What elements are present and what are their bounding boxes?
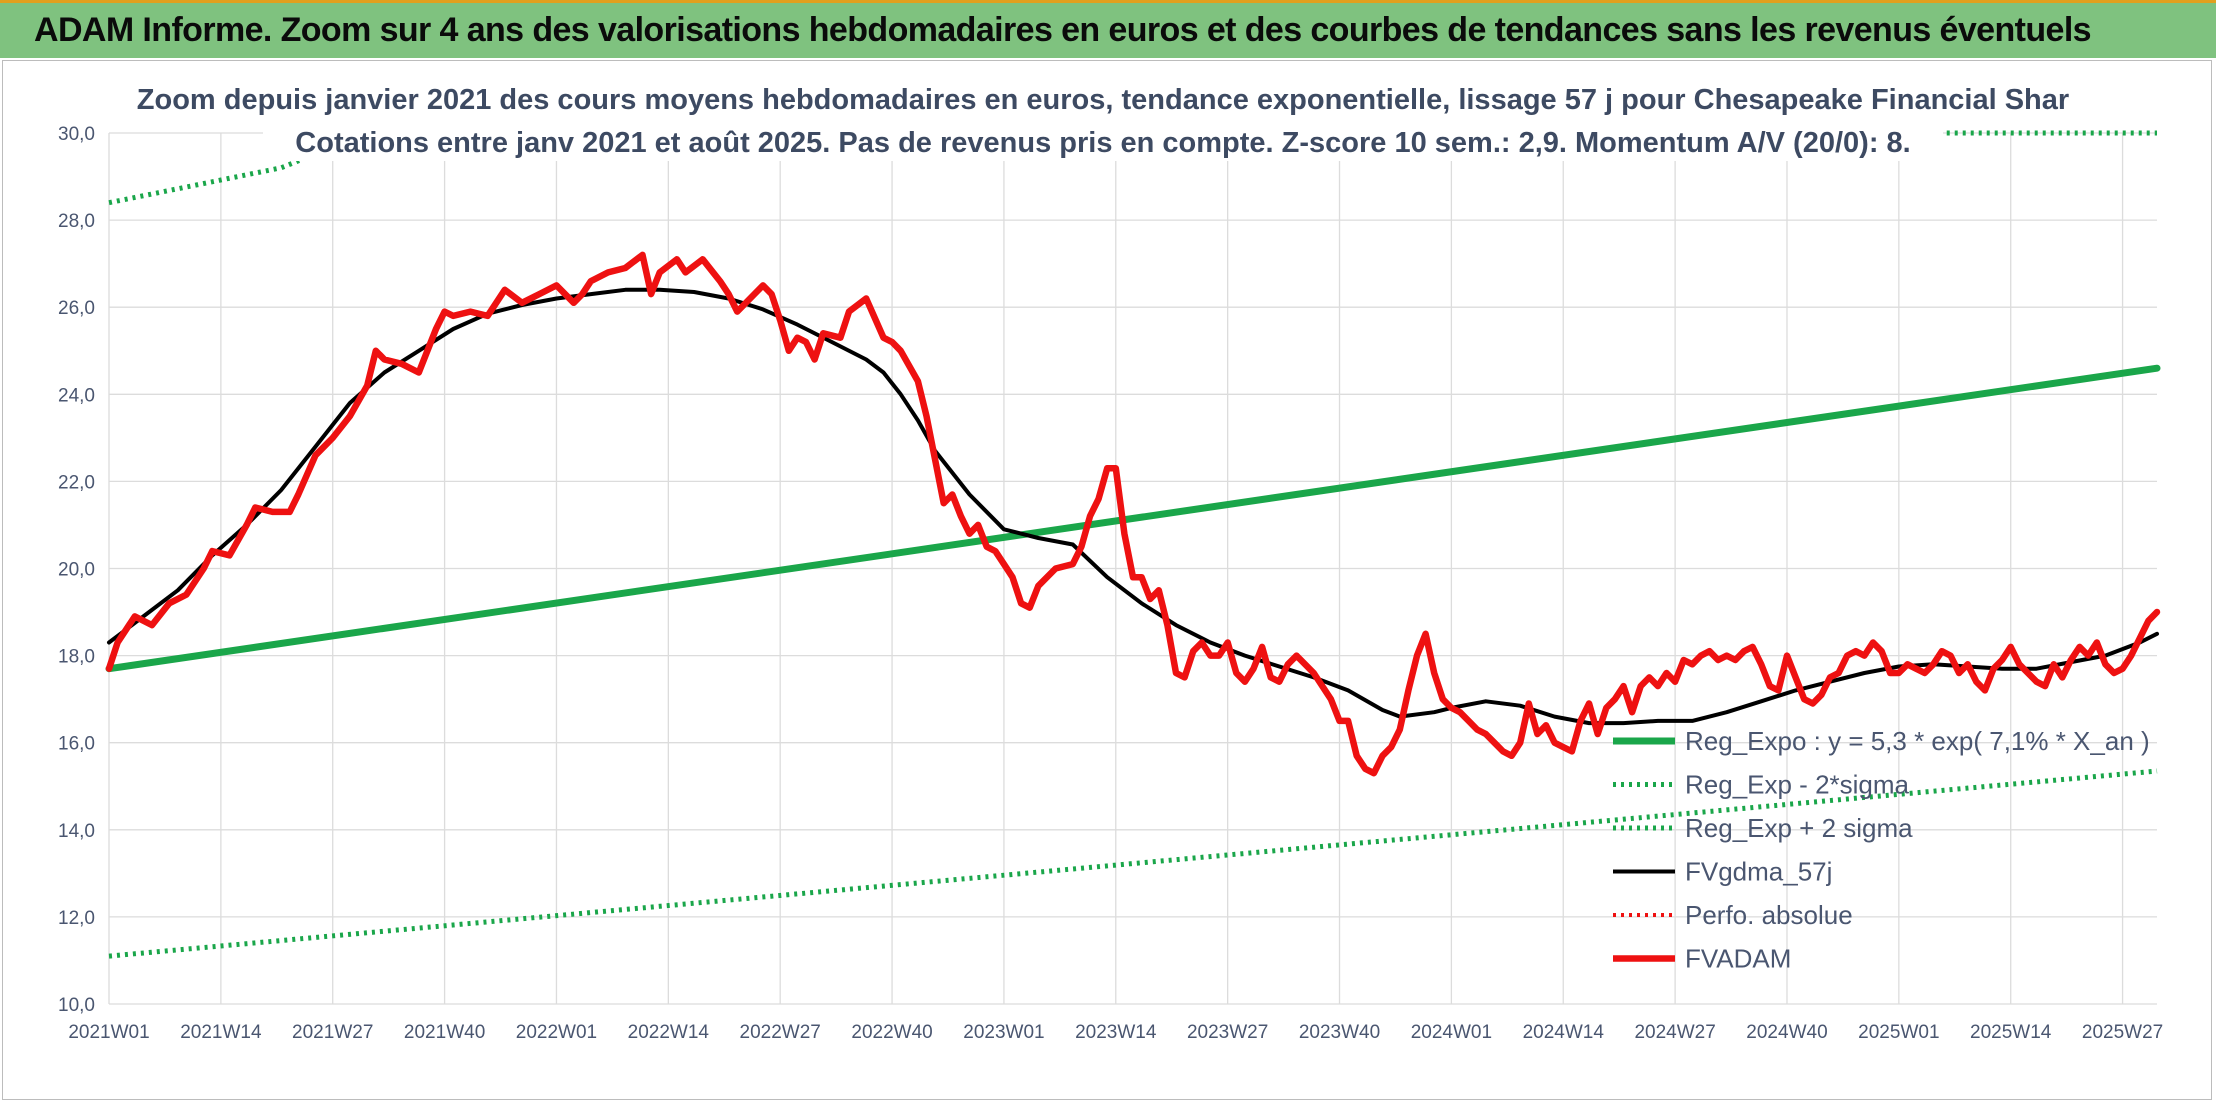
legend-perfo-label: Perfo. absolue (1685, 900, 1853, 930)
y-tick-label: 28,0 (58, 211, 95, 232)
legend-reg-exp-minus-label: Reg_Exp - 2*sigma (1685, 770, 1910, 800)
y-tick-label: 26,0 (58, 298, 95, 319)
x-tick-label: 2023W01 (963, 1022, 1044, 1043)
x-tick-label: 2025W01 (1858, 1022, 1939, 1043)
legend: Reg_Expo : y = 5,3 * exp( 7,1% * X_an ) R… (1613, 726, 2150, 974)
x-tick-label: 2024W40 (1746, 1022, 1827, 1043)
y-tick-label: 22,0 (58, 472, 95, 493)
x-tick-label: 2023W40 (1299, 1022, 1380, 1043)
chart-title: Zoom depuis janvier 2021 des cours moyen… (137, 61, 2069, 161)
y-tick-label: 16,0 (58, 734, 95, 755)
x-tick-label: 2021W01 (68, 1022, 149, 1043)
x-tick-label: 2022W01 (516, 1022, 597, 1043)
x-tick-label: 2025W14 (1970, 1022, 2052, 1043)
x-tick-label: 2023W27 (1187, 1022, 1268, 1043)
y-tick-label: 10,0 (58, 995, 95, 1016)
x-tick-label: 2025W27 (2082, 1022, 2163, 1043)
legend-reg-exp-plus-label: Reg_Exp + 2 sigma (1685, 813, 1913, 843)
axis-ticks: 10,0 12,0 14,0 16,0 18,0 20,0 22,0 24,0 26,0 28,0… (58, 124, 2163, 1043)
chart-title-background (263, 61, 1943, 161)
chart-title-line-2: Cotations entre janv 2021 et août 2025. … (295, 127, 1910, 159)
legend-reg-expo-label: Reg_Expo : y = 5,3 * exp( 7,1% * X_an ) (1685, 726, 2150, 756)
chart-title-line-1: Zoom depuis janvier 2021 des cours moyen… (137, 84, 2069, 116)
legend-fvgdma-label: FVgdma_57j (1685, 857, 1832, 887)
x-tick-label: 2021W14 (180, 1022, 262, 1043)
chart-svg: 10,0 12,0 14,0 16,0 18,0 20,0 22,0 24,0 26,0 28,0… (58, 61, 2163, 1043)
fvgdma-57j-line (107, 287, 2159, 726)
header-band: ADAM Informe. Zoom sur 4 ans des valoris… (0, 0, 2216, 58)
y-tick-label: 24,0 (58, 385, 95, 406)
reg-exp-minus-2sigma-line (108, 768, 2158, 959)
x-tick-label: 2021W27 (292, 1022, 373, 1043)
y-tick-label: 20,0 (58, 560, 95, 581)
x-tick-label: 2024W14 (1523, 1022, 1605, 1043)
x-tick-label: 2021W40 (404, 1022, 485, 1043)
x-tick-label: 2023W14 (1075, 1022, 1157, 1043)
x-tick-label: 2022W27 (740, 1022, 821, 1043)
chart-frame: 10,0 12,0 14,0 16,0 18,0 20,0 22,0 24,0 26,0 28,0… (2, 60, 2212, 1100)
legend-fvadam-label: FVADAM (1685, 944, 1791, 974)
fvadam-line (105, 251, 2161, 777)
x-tick-label: 2022W40 (851, 1022, 932, 1043)
x-tick-label: 2024W01 (1411, 1022, 1492, 1043)
series-layer (105, 130, 2161, 959)
y-tick-label: 30,0 (58, 124, 95, 145)
y-tick-label: 12,0 (58, 908, 95, 929)
reg-expo-line (105, 364, 2161, 673)
x-tick-label: 2022W14 (628, 1022, 710, 1043)
y-tick-label: 14,0 (58, 821, 95, 842)
x-tick-label: 2024W27 (1634, 1022, 1715, 1043)
y-tick-label: 18,0 (58, 647, 95, 668)
header-title: ADAM Informe. Zoom sur 4 ans des valoris… (34, 11, 2092, 49)
